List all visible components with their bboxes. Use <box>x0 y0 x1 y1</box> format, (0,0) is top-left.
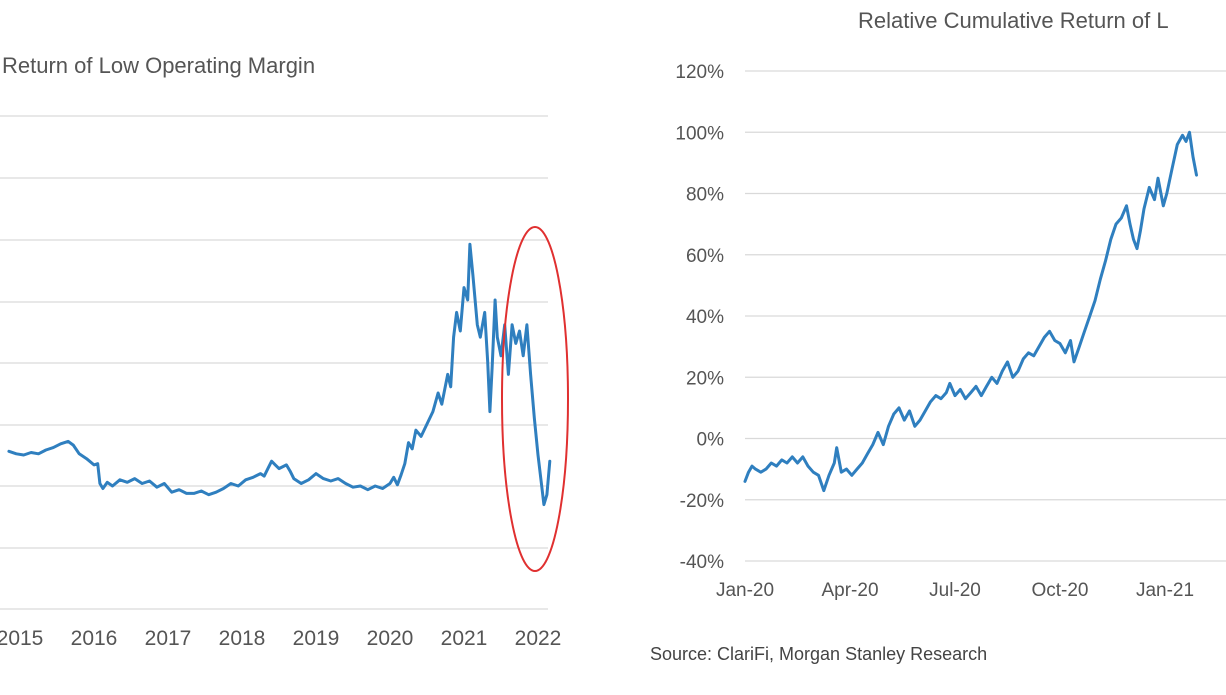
right-y-axis-ticks: 120% 100% 80% 60% 40% 20% 0% -20% -40% <box>675 62 724 573</box>
left-x-tick-label: 2019 <box>293 627 340 650</box>
right-y-tick-label: 20% <box>686 368 724 389</box>
right-y-tick-label: 0% <box>697 430 725 451</box>
right-x-tick-label: Jul-20 <box>929 580 981 601</box>
left-x-axis-ticks: 2015 2016 2017 2018 2019 2020 2021 2022 <box>0 627 561 650</box>
chart-low-operating-margin: Return of Low Operating Margin 2015 2016 2… <box>0 53 569 650</box>
source-note: Source: ClariFi, Morgan Stanley Research <box>650 644 987 664</box>
left-series-line <box>7 242 552 507</box>
left-gridlines <box>0 115 548 610</box>
right-y-tick-label: 40% <box>686 307 724 328</box>
highlight-ellipse <box>501 226 569 572</box>
right-x-tick-label: Jan-21 <box>1136 580 1194 601</box>
right-gridlines <box>745 70 1226 562</box>
left-x-tick-label: 2018 <box>219 627 266 650</box>
right-y-tick-label: 120% <box>675 62 724 83</box>
chart-relative-cumulative-return: Relative Cumulative Return of L 120% 100%… <box>675 8 1226 601</box>
right-x-axis-ticks: Jan-20 Apr-20 Jul-20 Oct-20 Jan-21 <box>716 580 1194 601</box>
right-y-tick-label: -40% <box>680 552 724 573</box>
left-series <box>7 242 552 507</box>
left-chart-title: Return of Low Operating Margin <box>2 53 315 78</box>
right-y-tick-label: 80% <box>686 185 724 206</box>
left-x-tick-label: 2022 <box>515 627 562 650</box>
right-series <box>743 130 1198 493</box>
left-x-tick-label: 2020 <box>367 627 414 650</box>
right-chart-title: Relative Cumulative Return of L <box>858 8 1169 33</box>
right-x-tick-label: Apr-20 <box>821 580 878 601</box>
right-y-tick-label: -20% <box>680 491 724 512</box>
right-y-tick-label: 60% <box>686 246 724 267</box>
right-series-line <box>743 130 1198 493</box>
left-x-tick-label: 2015 <box>0 627 43 650</box>
left-x-tick-label: 2017 <box>145 627 192 650</box>
left-x-tick-label: 2021 <box>441 627 488 650</box>
right-x-tick-label: Jan-20 <box>716 580 774 601</box>
left-x-tick-label: 2016 <box>71 627 118 650</box>
right-y-tick-label: 100% <box>675 123 724 144</box>
right-x-tick-label: Oct-20 <box>1031 580 1088 601</box>
